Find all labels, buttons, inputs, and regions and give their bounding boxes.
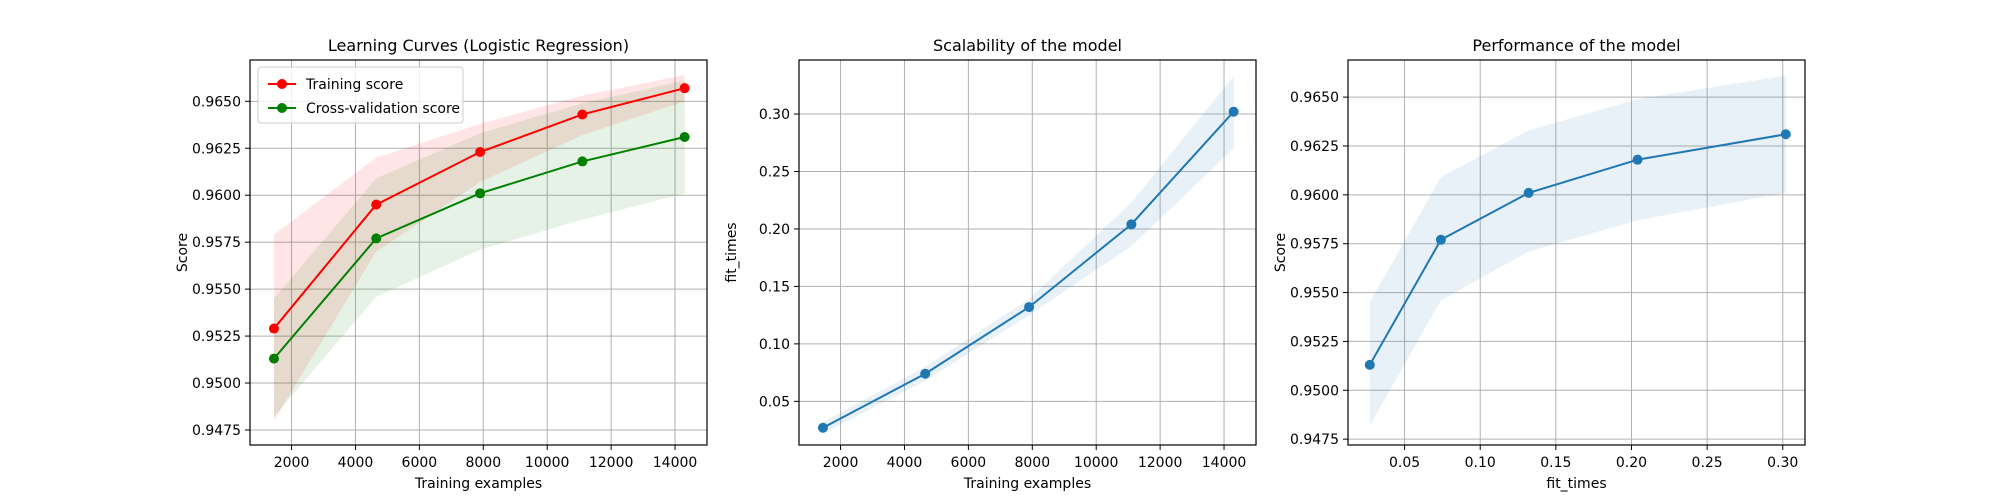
data-point [577,109,588,120]
y-tick-label: 0.15 [759,279,790,295]
axes-frame [249,59,708,446]
chart-title: Performance of the model [1472,36,1680,55]
data-point [475,147,486,158]
y-tick-label: 0.30 [759,107,790,123]
legend-label: Training score [305,77,403,93]
data-point [371,233,382,244]
x-tick-label: 0.30 [1767,455,1798,471]
x-tick-label: 8000 [465,455,501,471]
data-point [817,422,828,433]
plot-area [1348,60,1805,445]
y-tick-label: 0.9475 [1290,432,1339,448]
x-tick-label: 12000 [589,455,634,471]
chart-title: Scalability of the model [933,36,1122,55]
x-tick-label: 10000 [1074,455,1119,471]
y-tick-label: 0.9500 [1290,383,1339,399]
x-axis-label: Training examples [414,476,542,492]
legend-marker [277,79,287,89]
data-point [371,199,382,210]
data-point [1228,106,1239,117]
data-point [1126,219,1137,230]
y-axis-label: Score [1273,233,1289,272]
legend-box [257,66,464,124]
y-tick-label: 0.10 [759,337,790,353]
data-point [679,83,690,94]
x-tick-label: 2000 [274,455,310,471]
y-tick-label: 0.9600 [192,188,241,204]
y-tick-label: 0.9550 [1290,286,1339,302]
x-tick-label: 0.10 [1465,455,1496,471]
x-tick-label: 4000 [887,455,923,471]
y-tick-label: 0.9475 [192,423,241,439]
x-tick-label: 12000 [1138,455,1183,471]
y-tick-label: 0.9625 [192,141,241,157]
axes-frame [798,59,1257,446]
y-tick-label: 0.9600 [1290,188,1339,204]
x-tick-label: 14000 [1202,455,1247,471]
x-tick-label: 0.25 [1692,455,1723,471]
x-tick-label: 14000 [653,455,698,471]
x-tick-label: 6000 [402,455,438,471]
y-tick-label: 0.05 [759,394,790,410]
y-tick-label: 0.9525 [192,329,241,345]
chart-panel-3: 0.05 0.10 0.15 0.20 0.25 0.30 0.9475 0.9500 0.95… [1273,36,1806,492]
data-point [268,353,279,364]
data-point [679,132,690,142]
y-tick-label: 0.9650 [192,94,241,110]
legend-marker [277,103,287,113]
data-point [1435,234,1446,245]
data-point [1024,302,1035,313]
data-point [475,188,486,199]
data-point [920,368,931,379]
x-tick-label: 0.15 [1540,455,1571,471]
x-axis-label: fit_times [1546,476,1606,492]
y-tick-label: 0.9625 [1290,139,1339,155]
x-tick-label: 4000 [338,455,374,471]
chart-panel-1: 2000 4000 6000 8000 10000 12000 14000 0.9475 0.9… [175,36,708,492]
y-tick-label: 0.9500 [192,376,241,392]
legend: Training score Cross-validation score [257,66,464,124]
data-point [268,323,279,334]
x-tick-label: 0.05 [1389,455,1420,471]
x-tick-label: 6000 [951,455,987,471]
y-tick-label: 0.9575 [1290,237,1339,253]
y-axis-label: Score [175,233,191,272]
plot-area [799,60,1256,445]
y-tick-label: 0.25 [759,164,790,180]
data-point [1523,187,1534,198]
x-axis-label: Training examples [963,476,1091,492]
x-tick-label: 0.20 [1616,455,1647,471]
x-tick-label: 10000 [525,455,570,471]
chart-title: Learning Curves (Logistic Regression) [328,36,629,55]
data-point [577,156,588,167]
y-axis-label: fit_times [724,222,740,282]
axes-frame [1347,59,1806,446]
y-tick-label: 0.9575 [192,235,241,251]
chart-panel-2: 2000 4000 6000 8000 10000 12000 14000 0.05 0.10 0… [724,36,1257,492]
confidence-band [273,75,685,421]
y-tick-label: 0.9650 [1290,90,1339,106]
y-tick-label: 0.9550 [192,282,241,298]
legend-label: Cross-validation score [306,101,460,117]
data-point [1780,129,1791,140]
x-tick-label: 2000 [823,455,859,471]
plot-area [250,60,707,445]
confidence-band [1369,75,1786,426]
data-point [1632,154,1643,165]
y-tick-label: 0.20 [759,222,790,238]
x-tick-label: 8000 [1014,455,1050,471]
y-tick-label: 0.9525 [1290,334,1339,350]
data-point [1364,359,1375,370]
